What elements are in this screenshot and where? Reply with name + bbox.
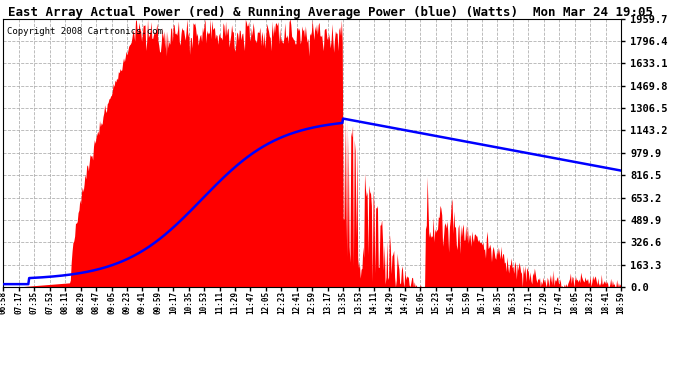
Text: 12:59: 12:59 bbox=[308, 291, 317, 314]
Text: 15:59: 15:59 bbox=[462, 291, 471, 314]
Text: 18:59: 18:59 bbox=[616, 291, 626, 314]
Text: 16:17: 16:17 bbox=[477, 291, 486, 314]
Text: 08:47: 08:47 bbox=[92, 291, 101, 314]
Text: 11:29: 11:29 bbox=[230, 291, 239, 314]
Text: 14:29: 14:29 bbox=[385, 291, 394, 314]
Text: 13:53: 13:53 bbox=[354, 291, 363, 314]
Text: 18:05: 18:05 bbox=[570, 291, 579, 314]
Text: 13:17: 13:17 bbox=[323, 291, 332, 314]
Text: 16:53: 16:53 bbox=[509, 291, 518, 314]
Text: 12:41: 12:41 bbox=[293, 291, 302, 314]
Text: 15:23: 15:23 bbox=[431, 291, 440, 314]
Text: 08:29: 08:29 bbox=[76, 291, 85, 314]
Text: 09:41: 09:41 bbox=[138, 291, 147, 314]
Text: 10:53: 10:53 bbox=[199, 291, 208, 314]
Text: Copyright 2008 Cartronics.com: Copyright 2008 Cartronics.com bbox=[6, 27, 162, 36]
Text: 15:05: 15:05 bbox=[416, 291, 425, 314]
Text: 13:35: 13:35 bbox=[339, 291, 348, 314]
Text: 07:53: 07:53 bbox=[46, 291, 55, 314]
Text: 07:35: 07:35 bbox=[30, 291, 39, 314]
Text: 09:23: 09:23 bbox=[122, 291, 132, 314]
Text: 15:41: 15:41 bbox=[446, 291, 455, 314]
Text: 07:17: 07:17 bbox=[14, 291, 23, 314]
Text: East Array Actual Power (red) & Running Average Power (blue) (Watts)  Mon Mar 24: East Array Actual Power (red) & Running … bbox=[8, 6, 653, 19]
Text: 18:41: 18:41 bbox=[601, 291, 610, 314]
Text: 14:11: 14:11 bbox=[369, 291, 379, 314]
Text: 10:35: 10:35 bbox=[184, 291, 193, 314]
Text: 16:35: 16:35 bbox=[493, 291, 502, 314]
Text: 11:11: 11:11 bbox=[215, 291, 224, 314]
Text: 17:29: 17:29 bbox=[540, 291, 549, 314]
Text: 12:23: 12:23 bbox=[277, 291, 286, 314]
Text: 08:11: 08:11 bbox=[61, 291, 70, 314]
Text: 17:47: 17:47 bbox=[555, 291, 564, 314]
Text: 12:05: 12:05 bbox=[262, 291, 270, 314]
Text: 10:17: 10:17 bbox=[169, 291, 178, 314]
Text: 09:05: 09:05 bbox=[107, 291, 116, 314]
Text: 06:58: 06:58 bbox=[0, 291, 8, 314]
Text: 17:11: 17:11 bbox=[524, 291, 533, 314]
Text: 11:47: 11:47 bbox=[246, 291, 255, 314]
Text: 14:47: 14:47 bbox=[400, 291, 409, 314]
Text: 09:59: 09:59 bbox=[153, 291, 162, 314]
Text: 18:23: 18:23 bbox=[586, 291, 595, 314]
